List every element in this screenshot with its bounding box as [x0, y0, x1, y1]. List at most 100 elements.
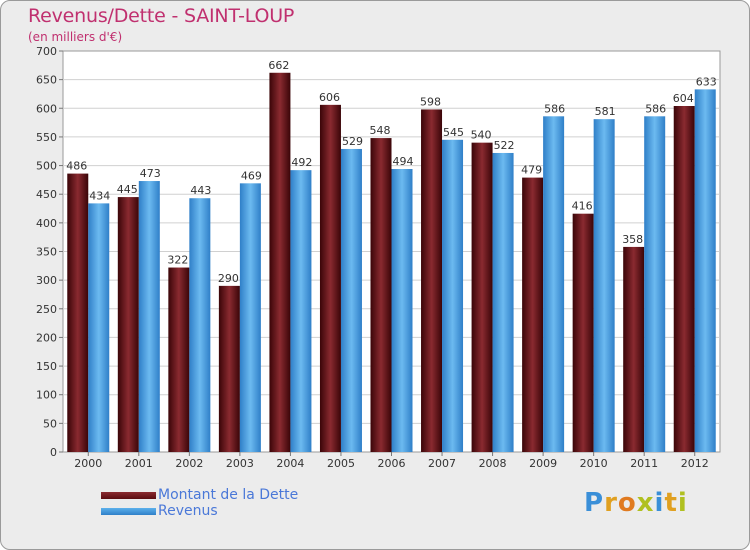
bar-dette: [168, 267, 190, 452]
logo-letter: o: [617, 488, 637, 518]
x-tick-label: 2003: [226, 457, 254, 470]
y-tick-label: 350: [36, 246, 57, 259]
x-tick-label: 2007: [428, 457, 456, 470]
data-label-dette: 445: [117, 183, 138, 196]
y-tick-label: 50: [43, 417, 57, 430]
data-label-revenus: 492: [291, 156, 312, 169]
y-tick-label: 200: [36, 331, 57, 344]
y-tick-label: 600: [36, 102, 57, 115]
bar-dette: [319, 104, 341, 452]
data-label-revenus: 633: [696, 75, 717, 88]
x-tick-label: 2008: [479, 457, 507, 470]
bar-dette: [673, 105, 695, 452]
data-label-dette: 662: [268, 59, 289, 72]
y-tick-label: 400: [36, 217, 57, 230]
proxiti-logo: Proxiti: [584, 488, 688, 518]
y-tick-label: 100: [36, 389, 57, 402]
data-label-revenus: 522: [494, 139, 515, 152]
y-tick-label: 250: [36, 303, 57, 316]
y-tick-label: 500: [36, 160, 57, 173]
x-tick-label: 2001: [125, 457, 153, 470]
y-tick-label: 650: [36, 74, 57, 87]
bar-revenus: [593, 119, 615, 453]
chart-subtitle: (en milliers d'€): [28, 30, 123, 44]
bar-dette: [67, 173, 89, 452]
data-label-revenus: 586: [544, 102, 565, 115]
data-label-dette: 486: [66, 160, 87, 173]
legend-label-revenus: Revenus: [158, 503, 218, 519]
bar-revenus: [138, 181, 160, 452]
legend-item-dette: Montant de la Dette: [101, 487, 298, 503]
data-label-revenus: 443: [190, 184, 211, 197]
logo-letter: x: [636, 488, 655, 518]
data-label-dette: 322: [167, 254, 188, 267]
data-label-revenus: 586: [645, 102, 666, 115]
bar-dette: [623, 246, 645, 452]
bar-dette: [471, 142, 493, 452]
data-label-dette: 606: [319, 91, 340, 104]
x-tick-label: 2009: [529, 457, 557, 470]
x-tick-label: 2004: [276, 457, 304, 470]
logo-letter: t: [664, 488, 678, 518]
legend-label-dette: Montant de la Dette: [158, 487, 299, 503]
bar-dette: [218, 285, 240, 452]
x-tick-label: 2006: [378, 457, 406, 470]
bar-revenus: [340, 148, 362, 453]
chart-title: Revenus/Dette - SAINT-LOUP: [28, 5, 295, 27]
data-label-dette: 416: [572, 200, 593, 213]
logo-letter: i: [654, 488, 665, 518]
y-tick-label: 0: [50, 446, 57, 459]
bar-revenus: [290, 170, 312, 452]
legend: Montant de la Dette Revenus: [101, 487, 298, 519]
bar-revenus: [239, 183, 261, 452]
x-tick-label: 2012: [681, 457, 709, 470]
bar-dette: [269, 72, 291, 453]
legend-swatch-dette: [101, 491, 156, 499]
data-label-dette: 604: [673, 92, 694, 105]
x-tick-label: 2002: [175, 457, 203, 470]
data-label-dette: 540: [471, 129, 492, 142]
data-label-dette: 358: [622, 233, 643, 246]
y-tick-label: 150: [36, 360, 57, 373]
data-label-revenus: 469: [241, 169, 262, 182]
x-tick-label: 2010: [580, 457, 608, 470]
legend-item-revenus: Revenus: [101, 503, 298, 519]
legend-swatch-revenus: [101, 507, 156, 515]
x-tick-label: 2005: [327, 457, 355, 470]
bar-dette: [117, 197, 139, 452]
bar-revenus: [189, 198, 211, 452]
logo-letter: P: [584, 488, 605, 518]
y-tick-label: 450: [36, 188, 57, 201]
data-label-revenus: 434: [89, 189, 110, 202]
logo-letter: r: [604, 488, 618, 518]
x-axis: 2000 2001 2002 2003 2004 2005 2006 2007 2008 2009…: [74, 452, 709, 470]
data-label-revenus: 581: [595, 105, 616, 118]
data-label-revenus: 473: [140, 167, 161, 180]
logo-letter: i: [677, 488, 688, 518]
data-label-dette: 598: [420, 95, 441, 108]
bar-revenus: [442, 139, 464, 453]
x-tick-label: 2011: [630, 457, 658, 470]
bar-revenus: [543, 116, 565, 452]
data-label-dette: 290: [218, 272, 239, 285]
bar-dette: [370, 138, 392, 452]
y-tick-label: 550: [36, 131, 57, 144]
x-tick-label: 2000: [74, 457, 102, 470]
bar-revenus: [492, 152, 514, 452]
data-label-revenus: 494: [393, 155, 414, 168]
data-label-revenus: 545: [443, 126, 464, 139]
data-label-dette: 479: [521, 164, 542, 177]
bar-dette: [522, 177, 544, 452]
data-label-revenus: 529: [342, 135, 363, 148]
bar-dette: [421, 109, 443, 452]
y-tick-label: 700: [36, 45, 57, 58]
bar-revenus: [391, 169, 413, 452]
y-tick-label: 300: [36, 274, 57, 287]
bar-revenus: [694, 89, 716, 452]
y-axis: 0 50 100 150 200 250 300 350 400 450 500 550 600 650 7…: [36, 45, 63, 459]
bar-dette: [572, 213, 594, 452]
bar-revenus: [88, 203, 110, 452]
